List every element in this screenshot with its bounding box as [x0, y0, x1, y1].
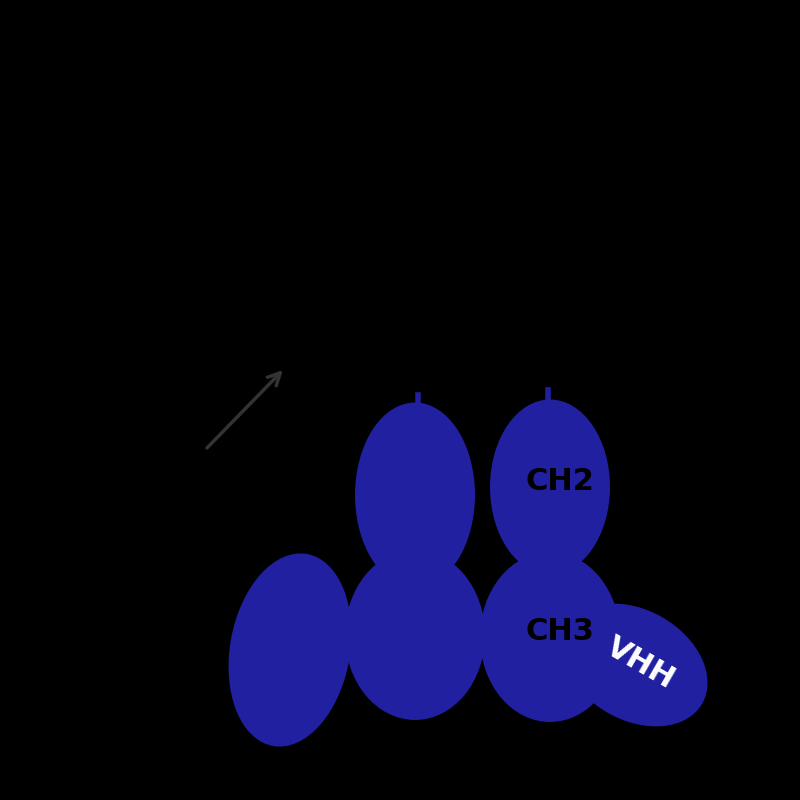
- Text: CH2: CH2: [526, 467, 594, 497]
- Text: CH3: CH3: [526, 618, 594, 646]
- Ellipse shape: [562, 603, 707, 726]
- Ellipse shape: [490, 399, 610, 574]
- Ellipse shape: [480, 552, 620, 722]
- Ellipse shape: [229, 554, 351, 746]
- Text: VHH: VHH: [601, 632, 679, 694]
- Ellipse shape: [355, 402, 475, 587]
- Ellipse shape: [345, 550, 485, 720]
